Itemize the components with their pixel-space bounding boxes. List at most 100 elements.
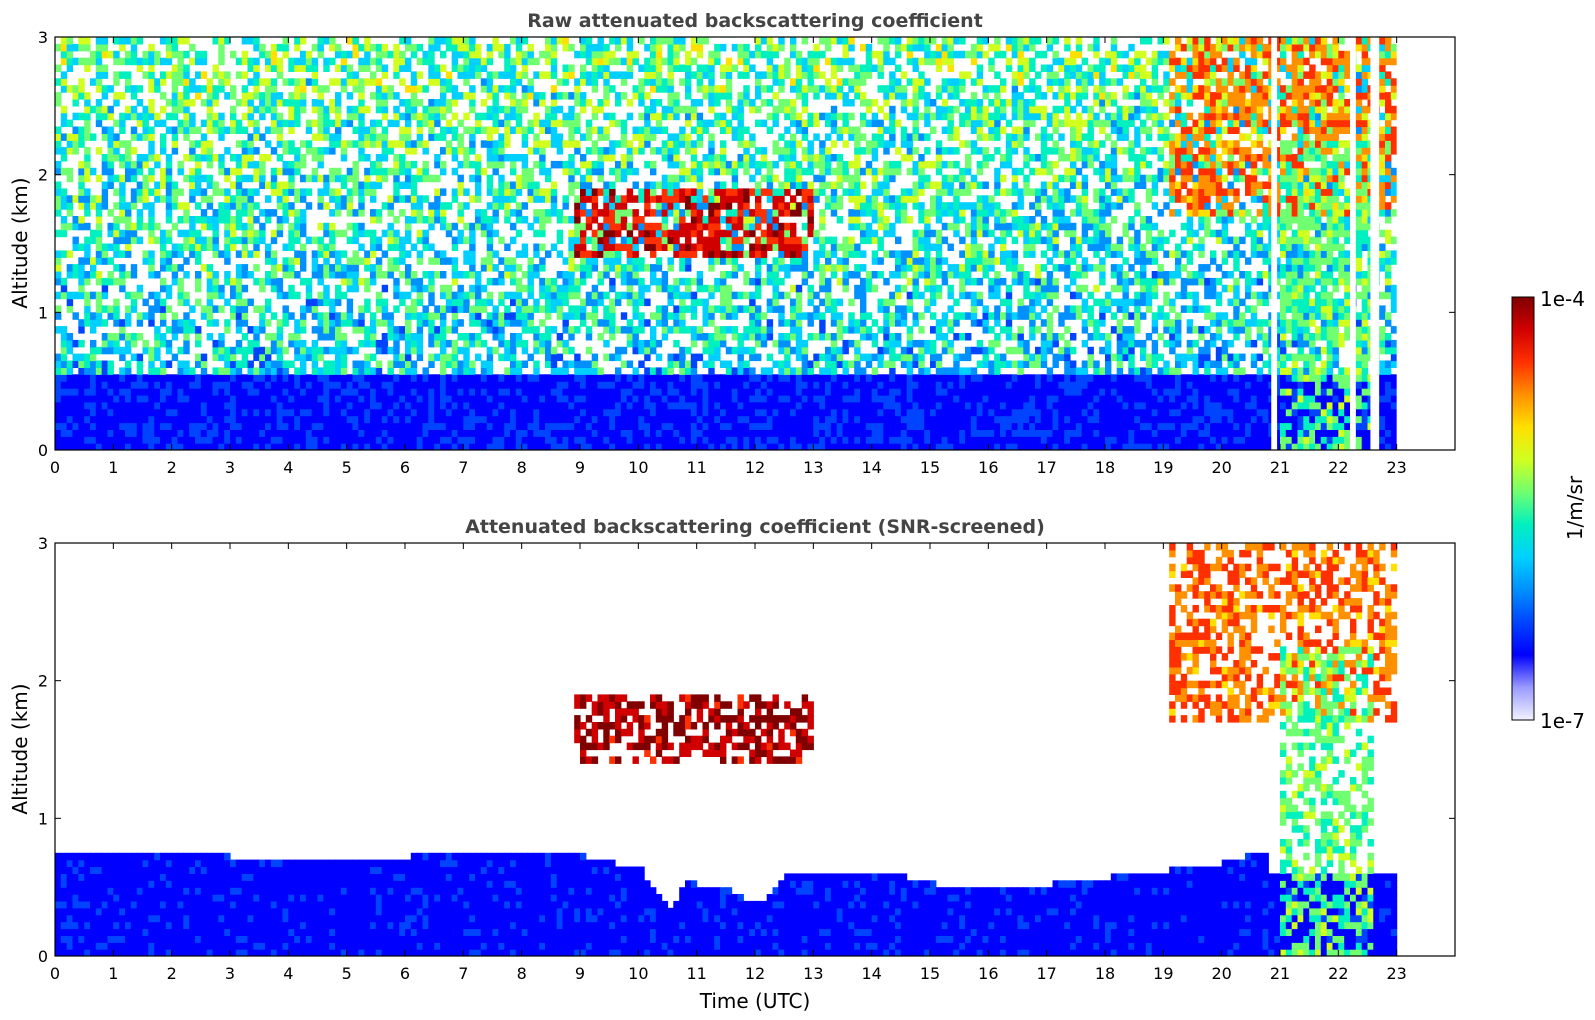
- heatmap-cell: [352, 105, 359, 114]
- heatmap-cell: [708, 388, 715, 396]
- heatmap-cell: [276, 367, 284, 375]
- heatmap-cell: [171, 188, 179, 196]
- heatmap-cell: [486, 92, 494, 100]
- heatmap-cell: [708, 78, 715, 86]
- heatmap-cell: [136, 195, 144, 203]
- heatmap-cell: [720, 305, 727, 313]
- heatmap-cell: [568, 443, 575, 450]
- heatmap-cell: [66, 264, 74, 272]
- heatmap-cell: [585, 415, 593, 424]
- heatmap-cell: [720, 271, 727, 279]
- heatmap-cell: [673, 195, 680, 203]
- heatmap-cell: [352, 78, 359, 86]
- heatmap-cell: [171, 202, 179, 210]
- heatmap-cell: [521, 105, 529, 114]
- heatmap-cell: [218, 43, 225, 52]
- heatmap-cell: [434, 37, 441, 45]
- heatmap-cell: [370, 271, 377, 279]
- heatmap-cell: [55, 388, 62, 396]
- heatmap-cell: [206, 271, 214, 279]
- heatmap-cell: [375, 99, 383, 107]
- heatmap-cell: [90, 394, 97, 403]
- heatmap-cell: [206, 277, 214, 286]
- heatmap-cell: [597, 394, 604, 403]
- heatmap-cell: [469, 374, 476, 382]
- heatmap-cell: [638, 401, 645, 410]
- heatmap-cell: [457, 284, 464, 293]
- heatmap-cell: [335, 394, 342, 403]
- heatmap-cell: [720, 436, 727, 444]
- heatmap-cell: [416, 250, 424, 258]
- heatmap-cell: [702, 202, 709, 210]
- heatmap-cell: [276, 408, 284, 417]
- heatmap-cell: [580, 429, 587, 437]
- heatmap-cell: [317, 85, 324, 93]
- heatmap-cell: [381, 443, 389, 450]
- heatmap-cell: [720, 284, 727, 293]
- heatmap-cell: [387, 119, 394, 128]
- heatmap-cell: [119, 57, 126, 66]
- heatmap-cell: [235, 250, 243, 258]
- heatmap-cell: [247, 394, 254, 403]
- heatmap-cell: [119, 195, 126, 203]
- heatmap-cell: [335, 319, 342, 327]
- heatmap-cell: [545, 167, 552, 176]
- heatmap-cell: [265, 401, 272, 410]
- heatmap-cell: [574, 112, 581, 121]
- heatmap-cell: [352, 346, 359, 355]
- heatmap-cell: [510, 367, 517, 375]
- heatmap-cell: [84, 381, 91, 389]
- heatmap-cell: [276, 57, 284, 66]
- heatmap-cell: [644, 202, 651, 210]
- heatmap-cell: [95, 388, 103, 396]
- heatmap-cell: [142, 154, 149, 162]
- heatmap-cell: [515, 333, 523, 341]
- heatmap-cell: [556, 291, 564, 300]
- heatmap-cell: [329, 140, 336, 148]
- heatmap-cell: [410, 305, 418, 313]
- heatmap-cell: [673, 408, 680, 417]
- heatmap-cell: [521, 422, 529, 430]
- heatmap-cell: [171, 147, 179, 155]
- heatmap-cell: [609, 388, 616, 396]
- heatmap-cell: [288, 436, 295, 444]
- heatmap-cell: [527, 119, 534, 128]
- heatmap-cell: [480, 78, 488, 86]
- heatmap-cell: [515, 209, 523, 217]
- heatmap-cell: [650, 415, 657, 424]
- heatmap-cell: [661, 305, 669, 313]
- heatmap-cell: [650, 209, 657, 217]
- heatmap-cell: [189, 326, 196, 334]
- heatmap-cell: [457, 188, 464, 196]
- heatmap-cell: [358, 305, 365, 313]
- heatmap-cell: [160, 319, 167, 327]
- heatmap-cell: [714, 181, 721, 189]
- heatmap-cell: [305, 64, 313, 72]
- heatmap-cell: [101, 133, 109, 141]
- heatmap-cell: [265, 250, 272, 258]
- heatmap-cell: [393, 64, 400, 72]
- heatmap-cell: [101, 85, 109, 93]
- heatmap-cell: [696, 436, 704, 444]
- heatmap-cell: [393, 360, 400, 368]
- heatmap-cell: [667, 140, 674, 148]
- heatmap-cell: [410, 160, 418, 169]
- heatmap-cell: [655, 112, 663, 121]
- heatmap-cell: [690, 429, 698, 437]
- heatmap-cell: [148, 353, 155, 362]
- heatmap-cell: [276, 443, 284, 450]
- heatmap-cell: [550, 119, 558, 128]
- heatmap-cell: [142, 133, 149, 141]
- heatmap-cell: [603, 250, 610, 258]
- heatmap-cell: [113, 78, 120, 86]
- heatmap-cell: [574, 284, 581, 293]
- heatmap-cell: [731, 408, 739, 417]
- heatmap-cell: [591, 188, 599, 196]
- heatmap-cell: [241, 312, 249, 320]
- heatmap-cell: [609, 353, 616, 362]
- heatmap-cell: [381, 284, 389, 293]
- heatmap-cell: [451, 346, 459, 355]
- heatmap-cell: [702, 298, 709, 307]
- heatmap-cell: [445, 140, 453, 148]
- heatmap-cell: [451, 339, 459, 348]
